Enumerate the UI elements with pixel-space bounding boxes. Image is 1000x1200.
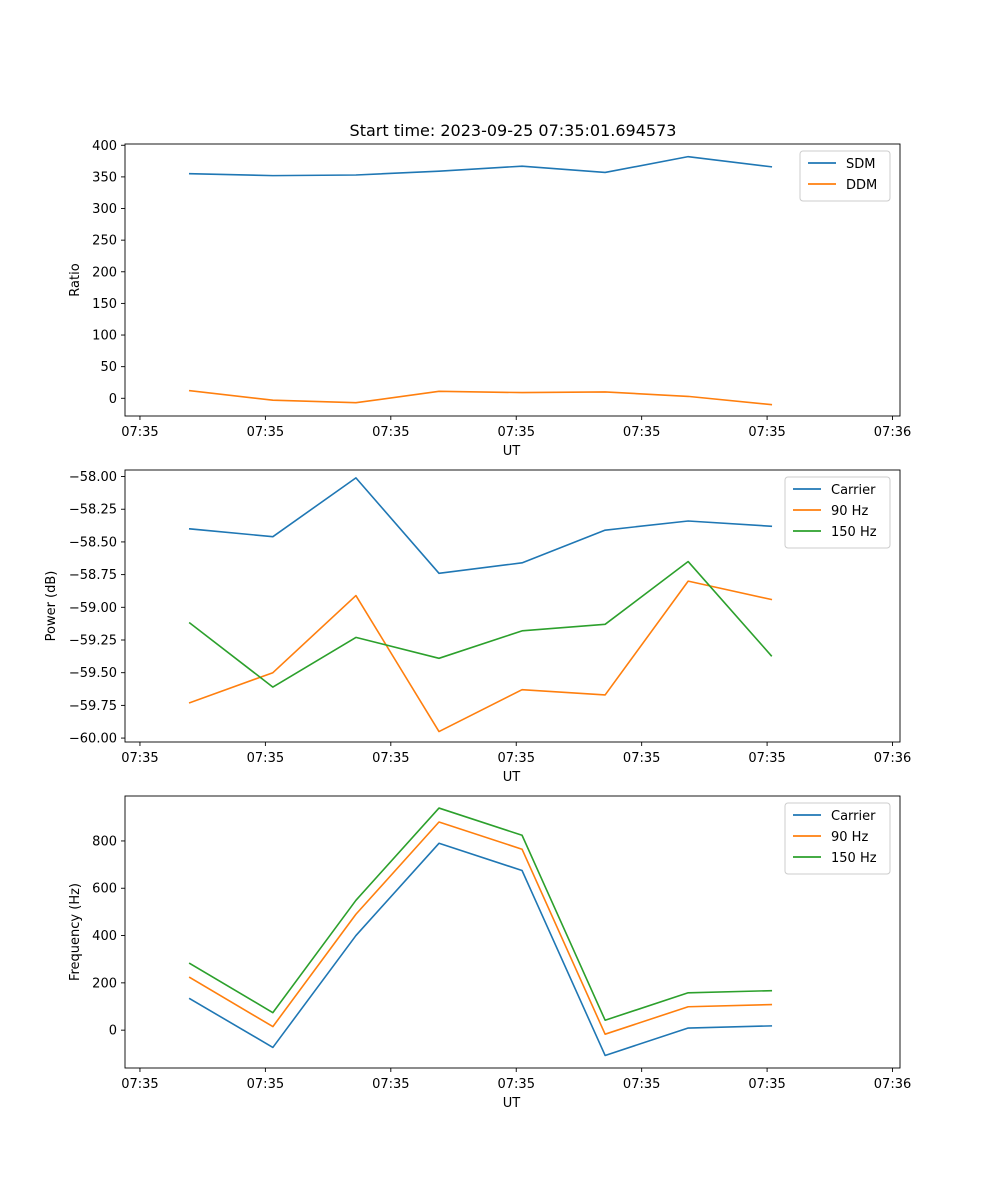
- y-tick-label: 400: [92, 139, 117, 154]
- x-tick-label: 07:35: [372, 1077, 409, 1092]
- y-axis-label: Power (dB): [44, 571, 59, 642]
- x-tick-label: 07:35: [247, 751, 284, 766]
- y-tick-label: −59.50: [69, 666, 117, 681]
- x-tick-label: 07:35: [748, 751, 785, 766]
- y-tick-label: 0: [109, 392, 117, 407]
- legend-box: [799, 150, 891, 202]
- x-tick-label: 07:35: [498, 425, 535, 440]
- x-tick-label: 07:35: [121, 425, 158, 440]
- legend: Carrier 90 Hz 150 Hz: [784, 802, 891, 875]
- x-tick-label: 07:36: [874, 751, 911, 766]
- x-tick-label: 07:35: [247, 425, 284, 440]
- x-tick-label: 07:35: [498, 1077, 535, 1092]
- figure-title: Start time: 2023-09-25 07:35:01.694573: [350, 121, 677, 140]
- y-tick-label: 100: [92, 329, 117, 344]
- y-tick-label: 800: [92, 834, 117, 849]
- legend: SDM DDM: [799, 150, 891, 202]
- y-tick-label: −58.75: [69, 568, 117, 583]
- x-tick-label: 07:35: [372, 751, 409, 766]
- x-tick-label: 07:35: [121, 751, 158, 766]
- y-tick-label: −60.00: [69, 732, 117, 747]
- y-tick-label: 200: [92, 265, 117, 280]
- y-tick-label: −59.75: [69, 699, 117, 714]
- series-line-150-hz: [188, 560, 773, 688]
- y-tick-label: 150: [92, 297, 117, 312]
- y-tick-label: 250: [92, 234, 117, 249]
- x-tick-label: 07:35: [372, 425, 409, 440]
- axes-frame: [124, 469, 901, 743]
- x-tick-label: 07:35: [623, 425, 660, 440]
- y-tick-label: −58.00: [69, 470, 117, 485]
- y-tick-label: 50: [100, 360, 117, 375]
- x-tick-label: 07:36: [874, 1077, 911, 1092]
- x-tick-label: 07:35: [748, 425, 785, 440]
- legend-label: SDM: [846, 157, 875, 172]
- series-line-90-hz: [188, 821, 773, 1035]
- y-tick-label: 400: [92, 929, 117, 944]
- y-tick-label: 350: [92, 170, 117, 185]
- x-tick-label: 07:35: [623, 751, 660, 766]
- y-tick-label: −58.50: [69, 535, 117, 550]
- legend-label: DDM: [846, 178, 877, 193]
- x-tick-label: 07:35: [748, 1077, 785, 1092]
- series-line-150-hz: [188, 807, 773, 1022]
- y-axis-label: Ratio: [68, 263, 83, 296]
- series-line-sdm: [188, 155, 773, 177]
- chart-panel-2: 07:35 07:35 07:35 07:35 07:35 07:35 07:36 −60.0…: [44, 469, 911, 785]
- y-tick-label: −58.25: [69, 503, 117, 518]
- legend-label: 90 Hz: [831, 830, 868, 845]
- y-tick-label: 200: [92, 976, 117, 991]
- x-tick-label: 07:36: [874, 425, 911, 440]
- y-tick-label: −59.25: [69, 634, 117, 649]
- charts-container: 07:35 07:35 07:35 07:35 07:35 07:35 07:36 0 50 10…: [44, 139, 911, 1111]
- y-tick-label: 300: [92, 202, 117, 217]
- x-tick-label: 07:35: [623, 1077, 660, 1092]
- x-axis-label: UT: [503, 770, 521, 785]
- legend-label: Carrier: [831, 483, 876, 498]
- chart-panel-1: 07:35 07:35 07:35 07:35 07:35 07:35 07:36 0 50 10…: [68, 139, 911, 459]
- chart-panel-3: 07:35 07:35 07:35 07:35 07:35 07:35 07:36 0 200 4…: [68, 795, 911, 1111]
- legend-label: Carrier: [831, 809, 876, 824]
- legend: Carrier 90 Hz 150 Hz: [784, 476, 891, 549]
- x-axis-label: UT: [503, 444, 521, 459]
- y-tick-label: 600: [92, 882, 117, 897]
- y-tick-label: −59.00: [69, 601, 117, 616]
- x-tick-label: 07:35: [121, 1077, 158, 1092]
- legend-label: 150 Hz: [831, 851, 877, 866]
- series-line-carrier: [188, 477, 773, 575]
- x-tick-label: 07:35: [498, 751, 535, 766]
- series-line-carrier: [188, 842, 773, 1057]
- legend-label: 150 Hz: [831, 525, 877, 540]
- axes-frame: [124, 795, 901, 1069]
- axes-frame: [124, 143, 901, 417]
- y-tick-label: 0: [109, 1024, 117, 1039]
- y-axis-label: Frequency (Hz): [68, 883, 83, 981]
- x-axis-label: UT: [503, 1096, 521, 1111]
- series-line-ddm: [188, 389, 773, 406]
- legend-label: 90 Hz: [831, 504, 868, 519]
- x-tick-label: 07:35: [247, 1077, 284, 1092]
- series-line-90-hz: [188, 580, 773, 733]
